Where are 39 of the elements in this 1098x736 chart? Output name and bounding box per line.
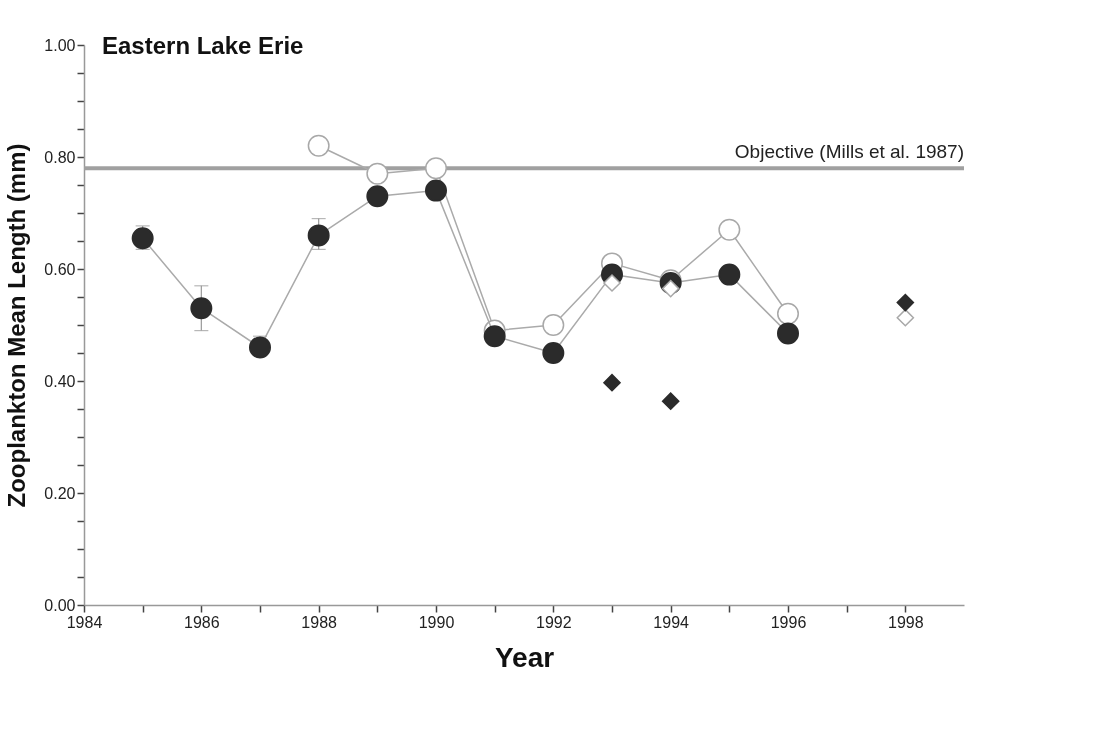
point bbox=[777, 302, 799, 325]
y-tick-label: 0.80 bbox=[44, 148, 76, 166]
x-tick-label: 1984 bbox=[66, 613, 103, 631]
x-tick-label: 1996 bbox=[770, 613, 807, 631]
point bbox=[718, 218, 741, 241]
point bbox=[190, 297, 213, 320]
point bbox=[307, 134, 330, 157]
point bbox=[896, 308, 915, 327]
point bbox=[483, 325, 506, 348]
y-tick-label: 0.60 bbox=[44, 260, 76, 278]
point bbox=[777, 322, 799, 345]
point bbox=[896, 293, 915, 312]
y-tick-label: 1.00 bbox=[44, 36, 76, 54]
x-tick-label: 1998 bbox=[888, 613, 924, 631]
y-tick-label: 0.00 bbox=[44, 596, 76, 614]
x-tick-label: 1986 bbox=[184, 613, 220, 631]
y-axis-title: Zooplankton Mean Length (mm) bbox=[3, 143, 31, 508]
point bbox=[366, 185, 389, 208]
point bbox=[366, 162, 389, 185]
y-tick-label: 0.40 bbox=[44, 372, 76, 390]
x-tick-label: 1992 bbox=[536, 613, 572, 631]
ref-line-label: Objective (Mills et al. 1987) bbox=[734, 141, 964, 163]
x-tick-label: 1990 bbox=[418, 613, 455, 631]
y-tick-label: 0.20 bbox=[44, 484, 76, 502]
chart-title: Eastern Lake Erie bbox=[102, 32, 304, 59]
point bbox=[603, 373, 621, 392]
point bbox=[425, 179, 447, 202]
x-tick-label: 1988 bbox=[301, 613, 338, 631]
x-axis-title: Year bbox=[494, 641, 555, 673]
point bbox=[661, 279, 680, 298]
point bbox=[661, 392, 680, 410]
point bbox=[542, 314, 565, 336]
point bbox=[249, 336, 271, 359]
point bbox=[603, 274, 621, 292]
point bbox=[542, 342, 565, 364]
x-tick-label: 1994 bbox=[653, 613, 690, 631]
point bbox=[718, 263, 741, 286]
point bbox=[425, 157, 447, 180]
point bbox=[307, 224, 330, 247]
